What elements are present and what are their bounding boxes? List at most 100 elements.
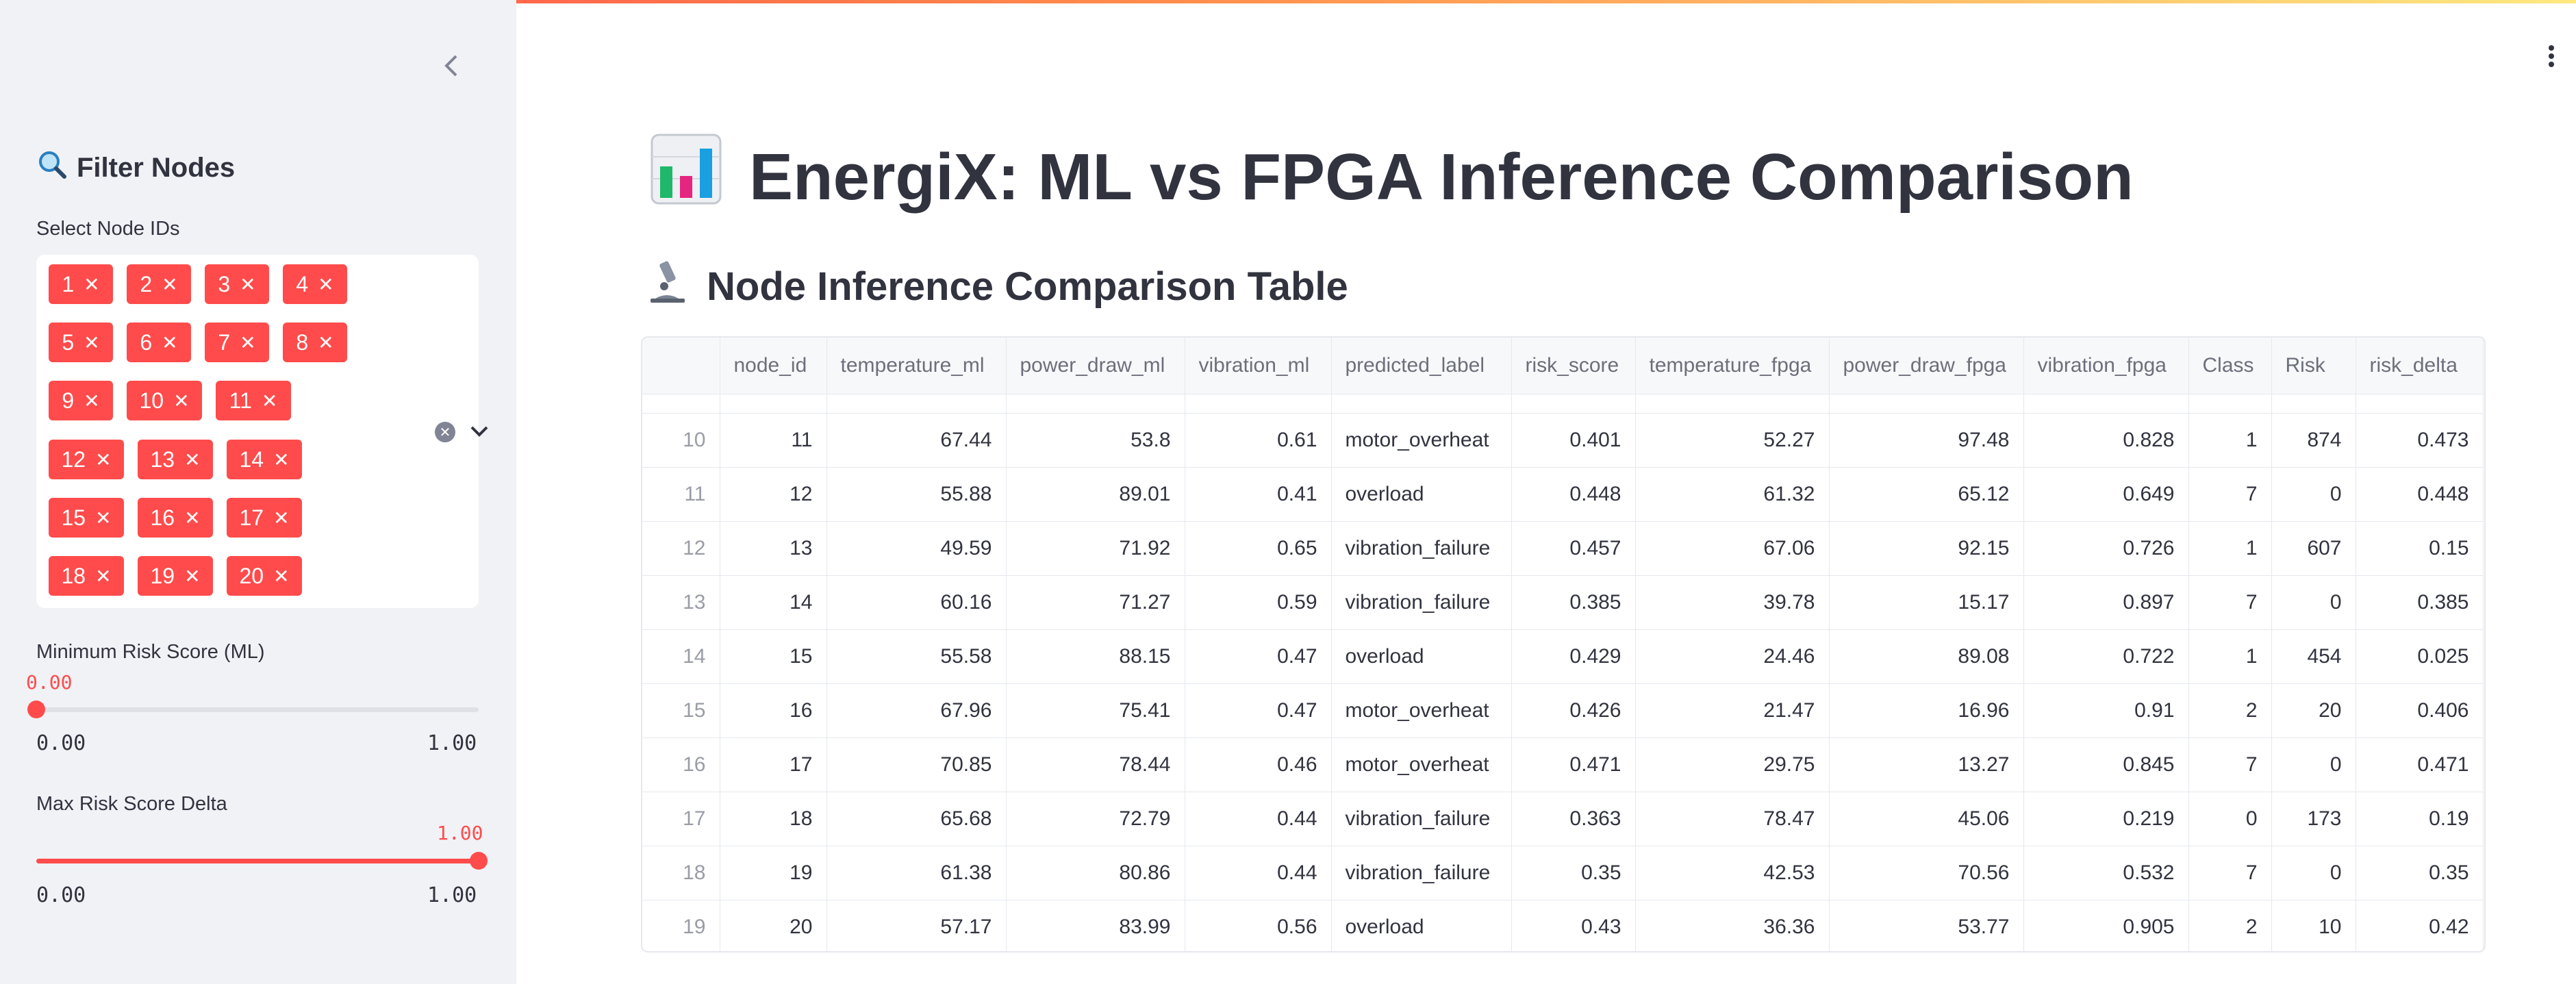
node-chip[interactable]: 15 ✕ — [49, 498, 124, 538]
table-cell: overload — [1331, 467, 1512, 522]
column-header[interactable]: power_draw_ml — [1006, 338, 1185, 394]
chevron-down-icon[interactable] — [469, 420, 490, 444]
node-chip[interactable]: 18 ✕ — [49, 556, 124, 596]
comparison-table[interactable]: node_id temperature_ml power_draw_ml vibrat… — [641, 336, 2486, 953]
table-cell: 42.53 — [1635, 846, 1830, 900]
table-row[interactable]: 19 20 57.17 83.99 0.56 overload 0.43 36.36 53.77… — [642, 900, 2484, 951]
node-chip[interactable]: 16 ✕ — [138, 498, 213, 538]
table-cell: 0.406 — [2356, 683, 2484, 738]
table-cell: 0 — [2188, 792, 2272, 846]
row-index: 13 — [642, 575, 720, 630]
remove-chip-icon[interactable]: ✕ — [95, 565, 112, 587]
remove-chip-icon[interactable]: ✕ — [261, 390, 278, 412]
node-chip[interactable]: 14 ✕ — [227, 440, 302, 479]
min-risk-slider[interactable] — [27, 701, 479, 718]
table-cell: 75.41 — [1006, 683, 1185, 738]
column-header[interactable]: vibration_ml — [1185, 338, 1332, 394]
table-cell: 0.363 — [1511, 792, 1636, 846]
column-header[interactable]: predicted_label — [1331, 338, 1512, 394]
node-chip[interactable]: 12 ✕ — [49, 440, 124, 479]
remove-chip-icon[interactable]: ✕ — [84, 273, 100, 295]
remove-chip-icon[interactable]: ✕ — [84, 390, 100, 412]
table-cell: 7 — [2188, 467, 2272, 522]
table-cell: 0.457 — [1511, 521, 1636, 576]
table-cell: 0.897 — [2023, 575, 2189, 630]
node-chip[interactable]: 20 ✕ — [227, 556, 302, 596]
column-header[interactable]: risk_score — [1511, 338, 1636, 394]
column-header[interactable]: power_draw_fpga — [1829, 338, 2024, 394]
node-chip-label: 19 — [150, 563, 175, 588]
table-row[interactable]: 15 16 67.96 75.41 0.47 motor_overheat 0.426 21.… — [642, 683, 2484, 738]
column-header[interactable] — [642, 338, 720, 394]
node-chip[interactable]: 10 ✕ — [127, 381, 202, 420]
remove-chip-icon[interactable]: ✕ — [173, 390, 190, 412]
table-cell: 0.473 — [2356, 413, 2484, 468]
table-row[interactable]: 11 12 55.88 89.01 0.41 overload 0.448 61.32 65.1… — [642, 467, 2484, 522]
table-cell: 0 — [2271, 575, 2356, 630]
table-row[interactable]: 17 18 65.68 72.79 0.44 vibration_failure 0.363… — [642, 792, 2484, 846]
node-chip-label: 1 — [62, 271, 75, 297]
column-header[interactable]: node_id — [720, 338, 827, 394]
node-id-multiselect[interactable]: 1 ✕ 2 ✕ 3 ✕ 4 ✕ 5 ✕ 6 ✕ 7 ✕ 8 ✕ 9 ✕ 10 ✕ 11 ✕ 12 ✕ 13 ✕ 14 ✕ 15 ✕ 16 ✕ 1… — [36, 255, 488, 608]
max-delta-slider-thumb[interactable] — [470, 852, 488, 870]
node-chip[interactable]: 7 ✕ — [205, 323, 269, 362]
remove-chip-icon[interactable]: ✕ — [240, 273, 256, 295]
table-row[interactable]: 18 19 61.38 80.86 0.44 vibration_failure 0.35 4… — [642, 846, 2484, 900]
node-chip-label: 12 — [61, 446, 86, 472]
table-cell: 15.17 — [1829, 575, 2024, 630]
table-cell — [2188, 394, 2272, 414]
node-chip[interactable]: 4 ✕ — [283, 264, 347, 304]
max-delta-slider[interactable] — [36, 852, 488, 870]
node-chip[interactable]: 1 ✕ — [49, 264, 113, 304]
clear-selection-icon[interactable]: ✕ — [435, 422, 455, 442]
table-row[interactable]: 14 15 55.58 88.15 0.47 overload 0.429 24.46 89.0… — [642, 629, 2484, 684]
remove-chip-icon[interactable]: ✕ — [318, 331, 334, 353]
remove-chip-icon[interactable]: ✕ — [162, 331, 178, 353]
node-chip[interactable]: 3 ✕ — [205, 264, 269, 304]
node-chip[interactable]: 19 ✕ — [138, 556, 213, 596]
max-delta-max: 1.00 — [427, 883, 477, 907]
remove-chip-icon[interactable]: ✕ — [273, 565, 290, 587]
node-chip[interactable]: 6 ✕ — [127, 323, 191, 362]
table-cell: 0.471 — [1511, 737, 1636, 792]
remove-chip-icon[interactable]: ✕ — [162, 273, 178, 295]
node-chip[interactable]: 13 ✕ — [138, 440, 213, 479]
column-header[interactable]: temperature_fpga — [1635, 338, 1830, 394]
node-chip-label: 8 — [296, 329, 309, 355]
node-chip[interactable]: 9 ✕ — [49, 381, 113, 420]
table-cell: 0.385 — [2356, 575, 2484, 630]
column-header[interactable]: vibration_fpga — [2023, 338, 2189, 394]
min-risk-slider-thumb[interactable] — [27, 701, 45, 718]
kebab-menu-icon[interactable] — [2547, 44, 2555, 75]
table-cell: 0.385 — [1511, 575, 1636, 630]
remove-chip-icon[interactable]: ✕ — [95, 507, 112, 529]
remove-chip-icon[interactable]: ✕ — [184, 565, 201, 587]
node-chip[interactable]: 17 ✕ — [227, 498, 302, 538]
table-cell: 0.401 — [1511, 413, 1636, 468]
table-cell: 89.08 — [1829, 629, 2024, 684]
column-header[interactable]: Risk — [2271, 338, 2356, 394]
node-chip[interactable]: 2 ✕ — [127, 264, 191, 304]
table-cell: 17 — [720, 737, 827, 792]
table-row[interactable]: 12 13 49.59 71.92 0.65 vibration_failure 0.457… — [642, 521, 2484, 576]
remove-chip-icon[interactable]: ✕ — [273, 449, 290, 470]
column-header[interactable]: Class — [2188, 338, 2272, 394]
remove-chip-icon[interactable]: ✕ — [184, 449, 201, 470]
node-chip[interactable]: 8 ✕ — [283, 323, 347, 362]
node-chip[interactable]: 11 ✕ — [216, 381, 291, 420]
table-row[interactable]: 13 14 60.16 71.27 0.59 vibration_failure 0.385… — [642, 575, 2484, 630]
remove-chip-icon[interactable]: ✕ — [84, 331, 100, 353]
table-cell — [1006, 394, 1185, 414]
column-header[interactable]: risk_delta — [2356, 338, 2484, 394]
remove-chip-icon[interactable]: ✕ — [318, 273, 334, 295]
remove-chip-icon[interactable]: ✕ — [240, 331, 256, 353]
chevron-left-icon[interactable] — [434, 48, 470, 84]
column-header[interactable]: temperature_ml — [826, 338, 1007, 394]
remove-chip-icon[interactable]: ✕ — [184, 507, 201, 529]
table-row[interactable]: 10 11 67.44 53.8 0.61 motor_overheat 0.401 52.2… — [642, 413, 2484, 468]
table-cell: 0.44 — [1185, 846, 1332, 900]
table-row[interactable]: 16 17 70.85 78.44 0.46 motor_overheat 0.471 29.… — [642, 737, 2484, 792]
remove-chip-icon[interactable]: ✕ — [273, 507, 290, 529]
node-chip[interactable]: 5 ✕ — [49, 323, 113, 362]
remove-chip-icon[interactable]: ✕ — [95, 449, 112, 470]
